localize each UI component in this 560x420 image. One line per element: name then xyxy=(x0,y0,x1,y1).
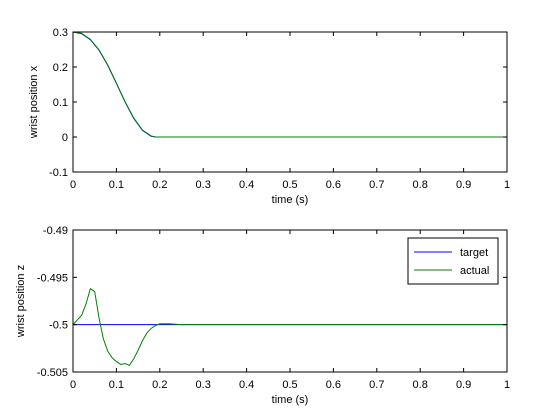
chart2-xtick-label: 0.5 xyxy=(282,379,297,391)
chart2-legend-label-target: target xyxy=(460,247,488,259)
chart2-xtick-label: 0.4 xyxy=(239,379,254,391)
chart2-ytick-label: -0.5 xyxy=(49,320,68,332)
chart2-xtick-label: 1 xyxy=(504,379,510,391)
chart2-legend-box xyxy=(407,237,499,285)
chart1-xtick-label: 0.1 xyxy=(109,179,124,191)
chart2-x-axis-label: time (s) xyxy=(272,394,309,406)
chart2-y-axis-label: wrist position z xyxy=(15,265,27,338)
chart1-xtick-label: 0.7 xyxy=(369,179,384,191)
chart1-series-2-line xyxy=(73,32,507,138)
chart1-xtick-label: 0.5 xyxy=(282,179,297,191)
chart2-xtick-label: 0.8 xyxy=(413,379,428,391)
chart1-ytick-label: -0.1 xyxy=(49,167,68,179)
chart1-ytick-label: 0.1 xyxy=(53,97,68,109)
chart1-xtick-label: 0.4 xyxy=(239,179,254,191)
chart2-xtick-label: 0.3 xyxy=(196,379,211,391)
chart2-xtick-label: 0.1 xyxy=(109,379,124,391)
chart1-xtick-label: 0.3 xyxy=(196,179,211,191)
chart1-y-axis-label: wrist position x xyxy=(28,65,40,139)
chart2-ytick-label: -0.49 xyxy=(43,225,68,237)
chart1-xtick-label: 0.8 xyxy=(413,179,428,191)
chart2-ytick-label: -0.505 xyxy=(37,367,68,379)
chart2-xtick-label: 0.7 xyxy=(369,379,384,391)
chart2-ytick-label: -0.495 xyxy=(37,272,68,284)
chart2-xtick-label: 0.6 xyxy=(326,379,341,391)
chart1-ytick-label: 0.3 xyxy=(53,27,68,39)
chart1-ytick-label: 0 xyxy=(62,132,68,144)
chart2-legend-label-actual: actual xyxy=(460,265,489,277)
chart1-x-axis-label: time (s) xyxy=(272,194,309,206)
chart2-xtick-label: 0.9 xyxy=(456,379,471,391)
chart2-series-actual-line xyxy=(73,287,507,366)
chart1-xtick-label: 0.2 xyxy=(152,179,167,191)
chart1-xtick-label: 0 xyxy=(70,179,76,191)
chart1-ytick-label: 0.2 xyxy=(53,62,68,74)
chart1-axes-background xyxy=(73,32,507,172)
chart2-xtick-label: 0 xyxy=(70,379,76,391)
chart1-xtick-label: 0.9 xyxy=(456,179,471,191)
chart1-xtick-label: 0.6 xyxy=(326,179,341,191)
chart1-xtick-label: 1 xyxy=(504,179,510,191)
chart2-xtick-label: 0.2 xyxy=(152,379,167,391)
